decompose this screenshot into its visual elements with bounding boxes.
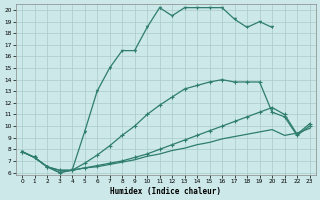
X-axis label: Humidex (Indice chaleur): Humidex (Indice chaleur) — [110, 187, 221, 196]
